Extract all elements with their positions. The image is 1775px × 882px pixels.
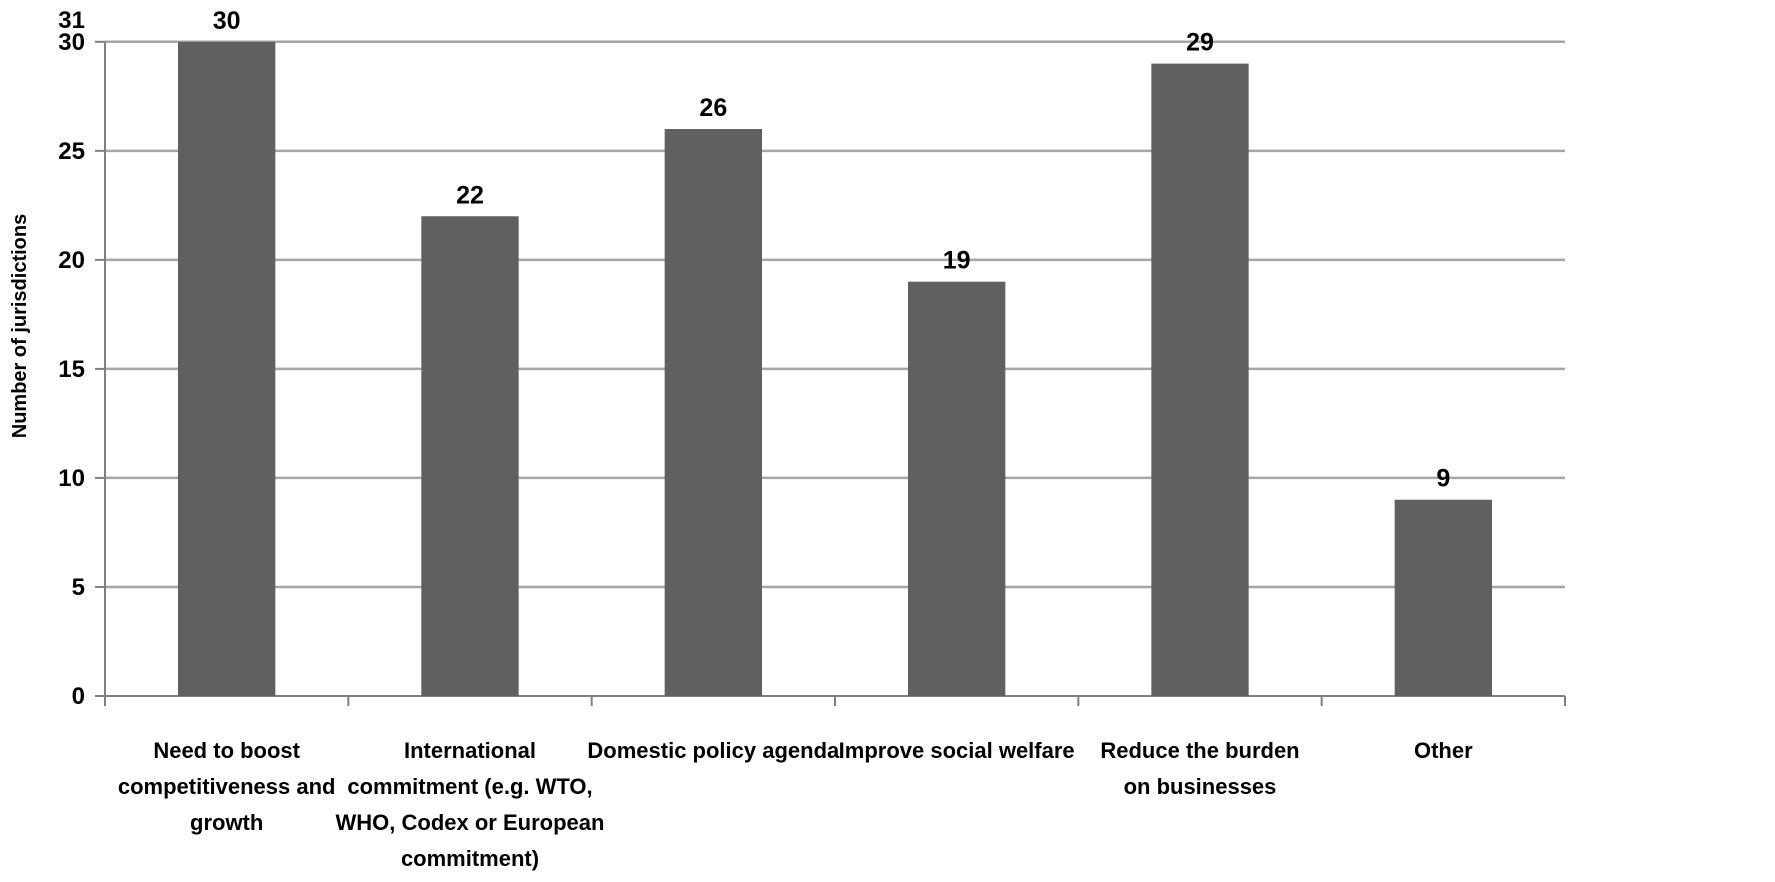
data-label: 26 xyxy=(699,94,727,122)
x-category-label: Other xyxy=(1414,738,1473,763)
x-category-label: International commitment (e.g. WTO, WHO, C… xyxy=(336,738,605,871)
x-category-label: Reduce the burden on businesses xyxy=(1100,738,1299,799)
x-category-label: Improve social welfare xyxy=(839,738,1075,763)
y-tick-label: 31 xyxy=(58,7,85,34)
data-label: 9 xyxy=(1436,465,1450,493)
y-axis-title: Number of jurisdictions xyxy=(9,214,31,438)
y-tick-label: 25 xyxy=(58,138,85,165)
category-labels: Need to boost competitiveness and growthIn… xyxy=(118,738,1473,871)
bar xyxy=(421,216,519,697)
y-tick-label: 15 xyxy=(58,356,85,383)
bar xyxy=(1151,63,1249,696)
gridlines xyxy=(105,40,1565,589)
y-tick-label: 10 xyxy=(58,465,85,492)
data-labels: 30 22 26 19 29 9 xyxy=(213,7,1451,493)
bar xyxy=(908,281,1006,696)
y-tick-label: 20 xyxy=(58,247,85,274)
y-tick-label: 0 xyxy=(72,683,85,710)
data-label: 29 xyxy=(1186,29,1214,57)
data-label: 22 xyxy=(456,181,484,209)
bars xyxy=(178,41,1492,697)
x-category-label: Domestic policy agenda xyxy=(587,738,840,763)
axes xyxy=(95,40,1566,706)
y-tick-label: 30 xyxy=(58,29,85,56)
x-category-label: Need to boost competitiveness and growth xyxy=(118,738,336,835)
y-tick-label: 5 xyxy=(72,574,85,601)
data-label: 19 xyxy=(943,247,971,275)
bar xyxy=(664,129,762,697)
bar xyxy=(178,41,276,696)
bar xyxy=(1394,499,1492,696)
data-label: 30 xyxy=(213,7,241,35)
